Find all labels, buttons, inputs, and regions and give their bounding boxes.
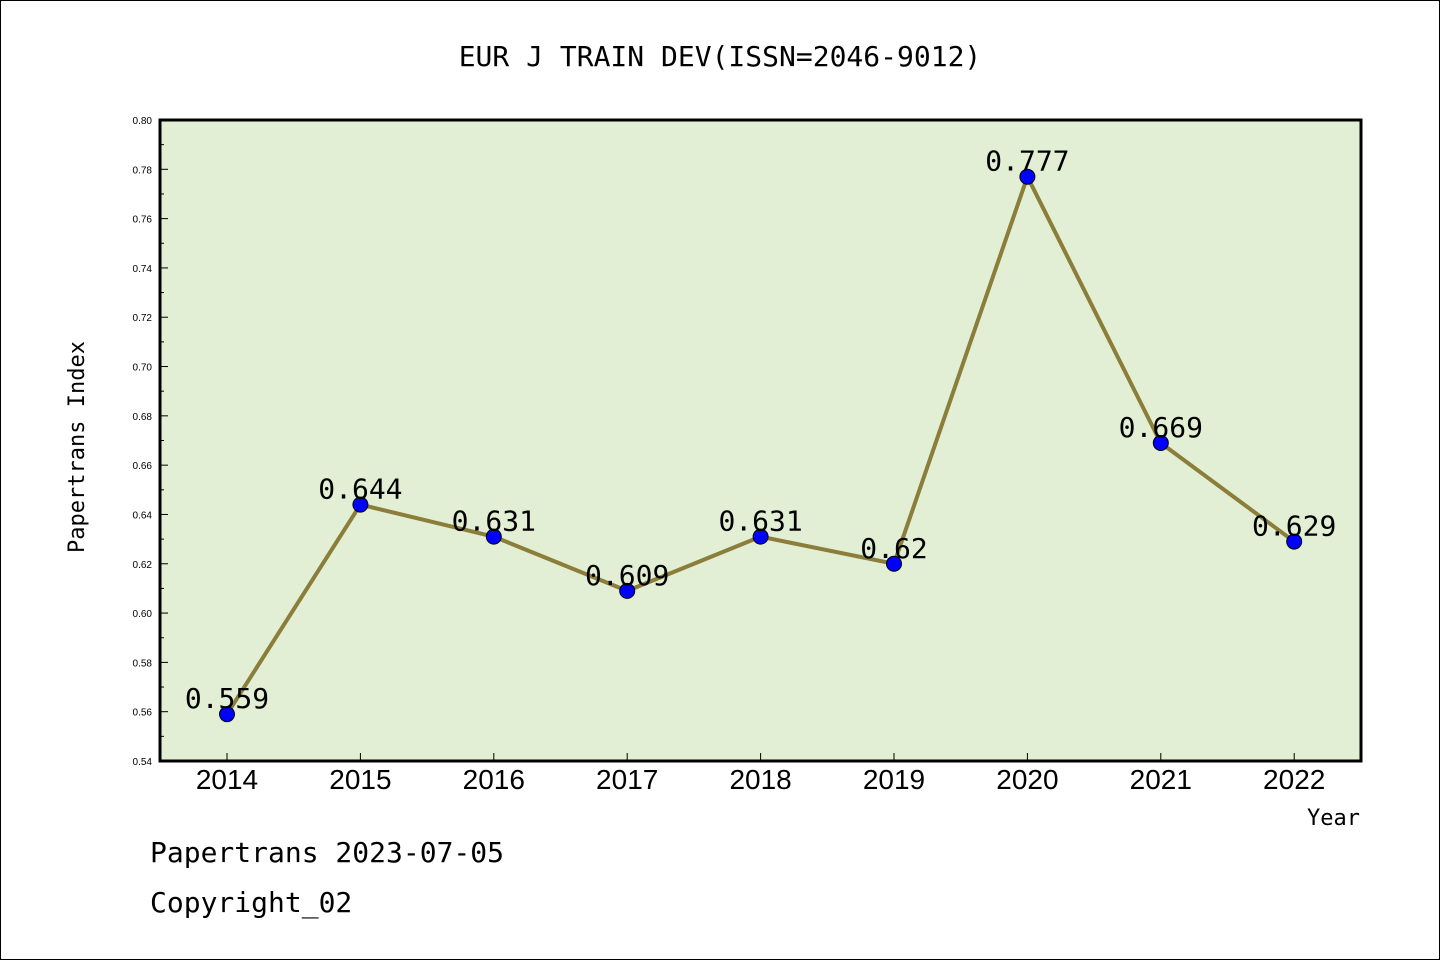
data-point — [886, 555, 902, 572]
x-tick-label: 2021 — [1130, 764, 1192, 795]
series-line — [219, 168, 1303, 723]
x-tick-label: 2017 — [596, 764, 658, 795]
data-label: 0.629 — [1252, 510, 1336, 543]
data-label: 0.777 — [985, 145, 1069, 178]
y-tick-label: 0.60 — [133, 609, 153, 620]
x-tick-label: 2022 — [1263, 764, 1325, 795]
y-tick-label: 0.78 — [133, 165, 153, 176]
data-label: 0.631 — [452, 505, 536, 538]
data-point — [1019, 168, 1036, 185]
y-tick-label: 0.80 — [133, 116, 153, 127]
data-label: 0.669 — [1119, 411, 1203, 444]
x-tick-label: 2019 — [863, 764, 925, 795]
y-tick-label: 0.76 — [133, 215, 153, 226]
x-tick-label: 2016 — [463, 764, 525, 795]
footer-copyright: Copyright_02 — [150, 886, 353, 919]
y-axis: 0.54 0.56 0.58 0.60 0.62 0.64 0.66 0.68 0.70 0.72… — [133, 116, 168, 768]
y-tick-label: 0.58 — [133, 658, 153, 669]
x-axis: 2014 2015 2016 2017 2018 2019 2020 2021 2022 — [196, 753, 1325, 795]
y-tick-label: 0.54 — [133, 757, 153, 768]
data-label: 0.62 — [860, 532, 927, 565]
data-label: 0.559 — [185, 682, 269, 715]
data-point — [352, 496, 369, 513]
x-tick-label: 2014 — [196, 764, 258, 795]
data-point — [485, 528, 502, 545]
data-point — [619, 582, 636, 599]
y-tick-label: 0.68 — [133, 412, 153, 423]
chart-title: EUR J TRAIN DEV(ISSN=2046-9012) — [459, 40, 982, 73]
data-labels: 0.559 0.644 0.631 0.609 0.631 0.62 0.777 0.669 0… — [185, 145, 1336, 715]
footer-date: Papertrans 2023-07-05 — [150, 836, 505, 869]
data-point — [752, 528, 769, 545]
y-tick-label: 0.64 — [133, 510, 153, 521]
x-tick-label: 2018 — [729, 764, 791, 795]
data-label: 0.644 — [318, 473, 402, 506]
y-tick-label: 0.56 — [133, 708, 153, 719]
data-point — [1152, 434, 1169, 451]
data-label: 0.631 — [718, 505, 802, 538]
y-axis-label: Papertrans Index — [65, 341, 90, 553]
y-tick-label: 0.66 — [133, 461, 153, 472]
data-point — [1286, 533, 1303, 550]
x-axis-label: Year — [1307, 806, 1360, 831]
data-point — [219, 706, 235, 723]
y-tick-label: 0.72 — [133, 313, 153, 324]
y-tick-label: 0.62 — [133, 560, 153, 571]
y-tick-label: 0.74 — [133, 264, 153, 275]
y-tick-label: 0.70 — [133, 363, 153, 374]
x-tick-label: 2015 — [329, 764, 391, 795]
x-tick-label: 2020 — [996, 764, 1058, 795]
data-label: 0.609 — [585, 559, 669, 592]
